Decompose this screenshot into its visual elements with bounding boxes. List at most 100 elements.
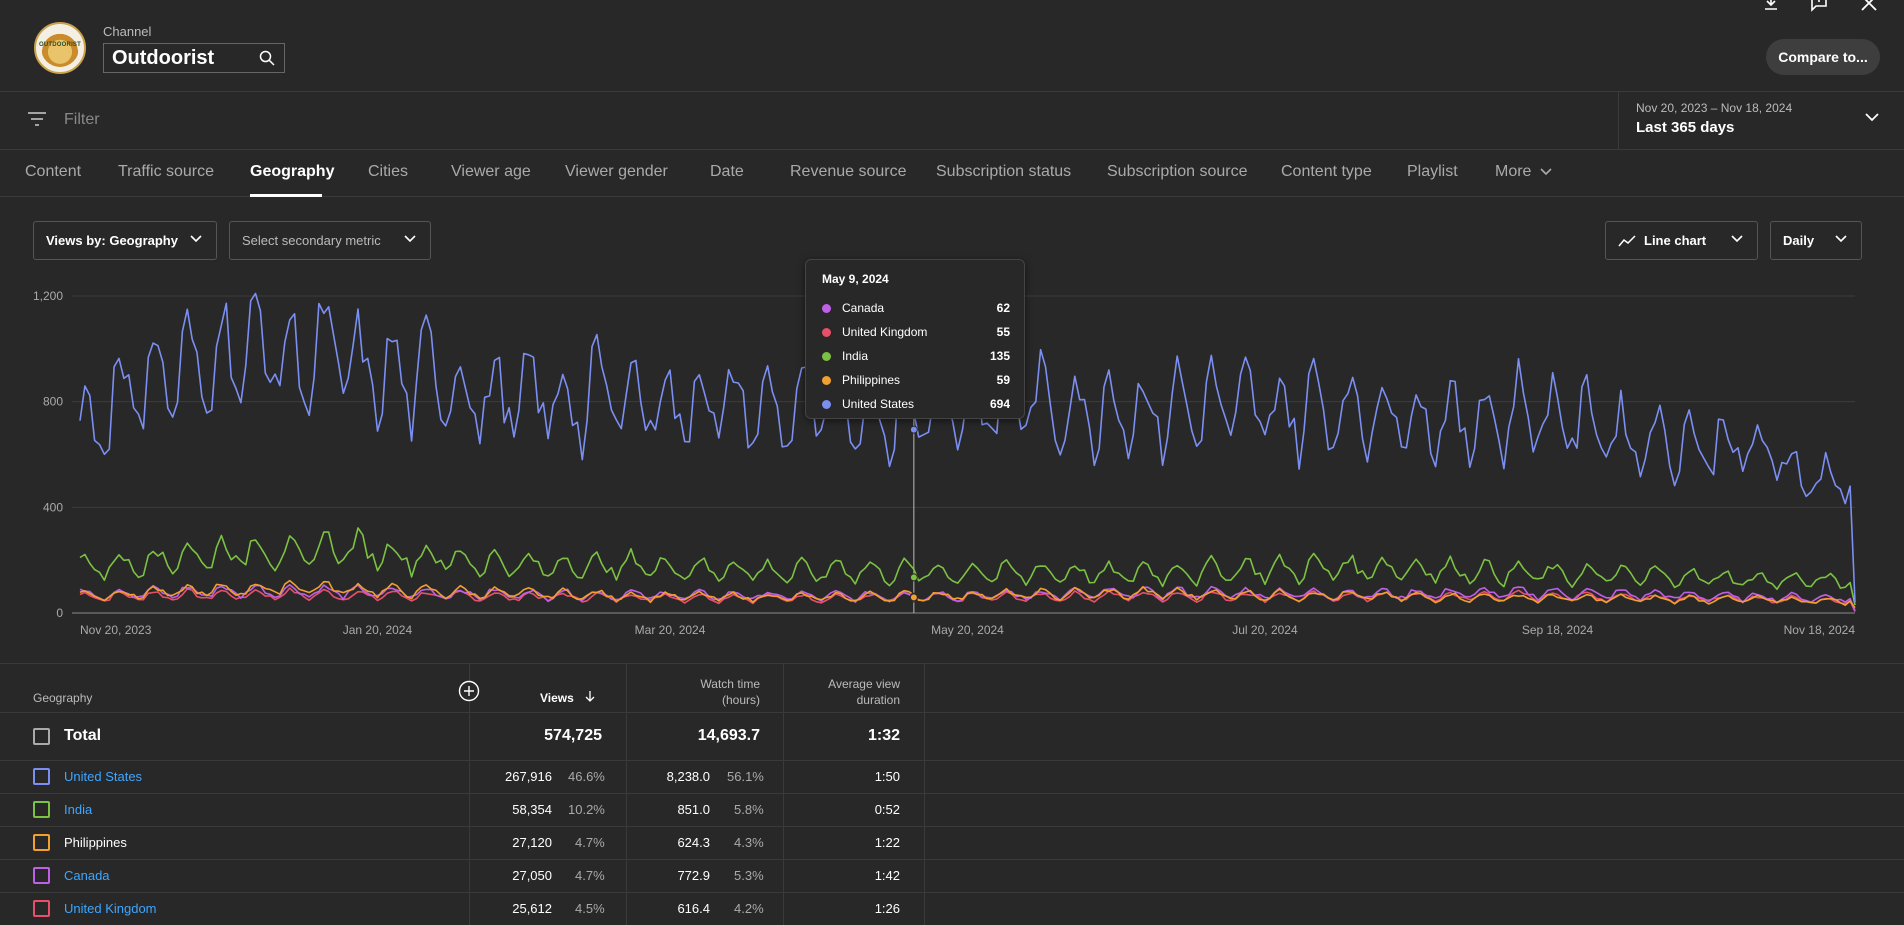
avatar-emblem (41, 29, 79, 67)
add-column-icon[interactable] (458, 680, 480, 702)
y-tick-label: 800 (43, 395, 63, 409)
tooltip-series-name: United Kingdom (842, 325, 928, 339)
search-icon[interactable] (259, 50, 275, 66)
tab-geography[interactable]: Geography (250, 163, 335, 180)
row-views-pct: 4.7% (575, 868, 605, 883)
row-checkbox[interactable] (33, 768, 50, 785)
row-checkbox[interactable] (33, 801, 50, 818)
date-range-selector[interactable]: Nov 20, 2023 – Nov 18, 2024 Last 365 day… (1618, 92, 1904, 150)
filter-icon[interactable] (27, 111, 47, 127)
row-avd: 1:26 (874, 901, 900, 916)
tooltip-row: Philippines 59 (822, 372, 1010, 388)
column-divider (626, 664, 627, 925)
tooltip-series-value: 694 (989, 397, 1010, 411)
tab-viewer-age[interactable]: Viewer age (451, 163, 531, 180)
views-column-header[interactable]: Views (540, 690, 602, 705)
row-watch-pct: 5.3% (734, 868, 764, 883)
avd-header-line-2: duration (856, 693, 900, 707)
filter-bar: Filter Nov 20, 2023 – Nov 18, 2024 Last … (0, 92, 1904, 150)
x-tick-label: Jan 20, 2024 (343, 623, 413, 637)
chart-tooltip: May 9, 2024 Canada 62 United Kingdom 55 … (805, 259, 1025, 419)
tab-revenue-source[interactable]: Revenue source (790, 163, 907, 180)
date-range-text: Nov 20, 2023 – Nov 18, 2024 (1636, 101, 1793, 115)
secondary-metric-dropdown[interactable]: Select secondary metric (229, 221, 431, 260)
row-divider (0, 826, 1904, 827)
chevron-down-icon (1540, 168, 1552, 176)
sort-down-icon (585, 691, 595, 702)
channel-label: Channel (103, 24, 152, 39)
tab-content-type[interactable]: Content type (1281, 163, 1372, 180)
row-divider (0, 712, 1904, 713)
channel-selector[interactable]: Outdoorist (103, 43, 285, 73)
line-chart-icon (1618, 234, 1636, 246)
tab-more-label: More (1495, 163, 1532, 180)
total-checkbox[interactable] (33, 728, 50, 745)
row-views-pct: 4.5% (575, 901, 605, 916)
row-avd: 1:42 (874, 868, 900, 883)
date-preset: Last 365 days (1636, 119, 1735, 136)
watch-time-column-header[interactable]: Watch time (hours) (640, 676, 760, 708)
close-icon[interactable] (1860, 0, 1878, 12)
total-views: 574,725 (544, 727, 602, 744)
tooltip-row: Canada 62 (822, 300, 1010, 316)
granularity-label: Daily (1783, 233, 1815, 248)
row-views: 27,120 (512, 835, 552, 850)
tab-content[interactable]: Content (25, 163, 82, 180)
primary-metric-label: Views by: Geography (46, 233, 178, 248)
tooltip-series-name: India (842, 349, 869, 363)
feedback-icon[interactable] (1810, 0, 1828, 12)
row-country-link[interactable]: Canada (64, 868, 110, 883)
row-views-pct: 46.6% (568, 769, 605, 784)
row-divider (0, 793, 1904, 794)
tab-playlist[interactable]: Playlist (1407, 163, 1458, 180)
tooltip-row: United States 694 (822, 396, 1010, 412)
tooltip-row: India 135 (822, 348, 1010, 364)
legend-dot (822, 400, 831, 409)
row-checkbox[interactable] (33, 834, 50, 851)
tab-subscription-source[interactable]: Subscription source (1107, 163, 1248, 180)
chart-type-dropdown[interactable]: Line chart (1605, 221, 1758, 260)
download-icon[interactable] (1762, 0, 1780, 12)
tab-more[interactable]: More (1495, 163, 1552, 181)
row-divider (0, 760, 1904, 761)
x-tick-label: Nov 20, 2023 (80, 623, 152, 637)
granularity-dropdown[interactable]: Daily (1770, 221, 1862, 260)
x-tick-label: Sep 18, 2024 (1522, 623, 1594, 637)
row-watch-time: 772.9 (677, 868, 710, 883)
series-line-india (79, 527, 1856, 606)
tab-traffic-source[interactable]: Traffic source (118, 163, 215, 180)
watch-time-header-line-2: (hours) (721, 693, 760, 707)
tooltip-series-value: 55 (996, 325, 1010, 339)
legend-dot (822, 304, 831, 313)
primary-metric-dropdown[interactable]: Views by: Geography (33, 221, 217, 260)
tab-date[interactable]: Date (710, 163, 744, 180)
row-views-pct: 4.7% (575, 835, 605, 850)
row-checkbox[interactable] (33, 867, 50, 884)
tab-cities[interactable]: Cities (368, 163, 409, 180)
row-watch-pct: 5.8% (734, 802, 764, 817)
row-views: 27,050 (512, 868, 552, 883)
total-label: Total (64, 727, 102, 744)
tab-subscription-status[interactable]: Subscription status (936, 163, 1072, 180)
tooltip-series-name: Canada (842, 301, 885, 315)
views-header-label: Views (540, 691, 574, 705)
filter-input[interactable]: Filter (64, 111, 100, 128)
tab-viewer-gender[interactable]: Viewer gender (565, 163, 668, 180)
chevron-down-icon (404, 235, 416, 243)
avd-column-header[interactable]: Average view duration (790, 676, 900, 708)
watch-time-header-line-1: Watch time (700, 677, 760, 691)
row-country-name: Philippines (64, 835, 127, 850)
row-country-link[interactable]: India (64, 802, 93, 817)
row-views-pct: 10.2% (568, 802, 605, 817)
compare-button[interactable]: Compare to... (1766, 39, 1880, 75)
tooltip-series-value: 135 (989, 349, 1010, 363)
row-views: 58,354 (512, 802, 552, 817)
row-country-link[interactable]: United States (64, 769, 143, 784)
row-country-link[interactable]: United Kingdom (64, 901, 157, 916)
channel-avatar: OUTDOORIST (34, 22, 86, 74)
row-checkbox[interactable] (33, 900, 50, 917)
row-avd: 0:52 (874, 802, 900, 817)
row-divider (0, 859, 1904, 860)
tooltip-series-name: Philippines (842, 373, 901, 387)
row-avd: 1:22 (874, 835, 900, 850)
